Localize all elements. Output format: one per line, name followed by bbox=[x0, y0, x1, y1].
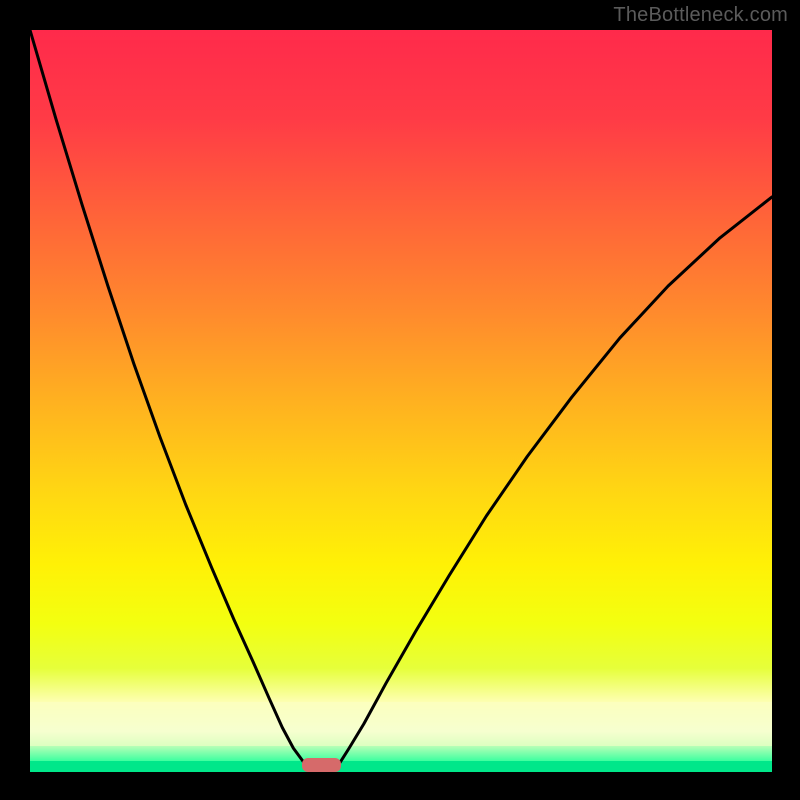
bottleneck-curve-right bbox=[340, 197, 772, 762]
watermark-text: TheBottleneck.com bbox=[613, 4, 788, 27]
chart-plot-area bbox=[30, 30, 772, 772]
optimum-marker bbox=[302, 758, 341, 772]
chart-curve-layer bbox=[30, 30, 772, 772]
bottleneck-curve-left bbox=[30, 30, 304, 762]
